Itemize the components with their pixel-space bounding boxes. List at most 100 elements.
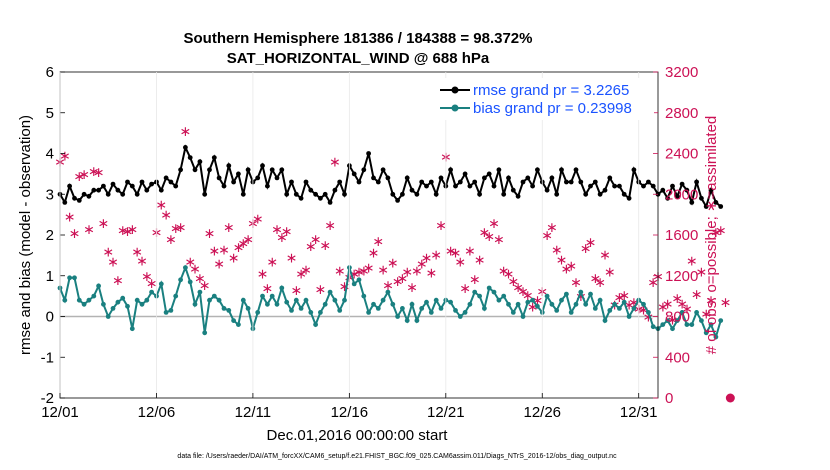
- bias-point: [457, 314, 463, 319]
- obs-point: ∗: [310, 232, 322, 248]
- obs-point: ∗: [348, 267, 360, 283]
- obs-point: ∗: [604, 265, 616, 281]
- obs-point: ∗: [218, 242, 230, 258]
- rmse-point: [428, 179, 434, 185]
- rmse-point: [115, 187, 121, 193]
- rmse-point: [617, 183, 622, 189]
- bias-point: [265, 301, 270, 307]
- bias-point: [342, 297, 347, 303]
- bias-point: [684, 322, 690, 327]
- rmse-point: [110, 181, 116, 187]
- obs-point: ∗: [647, 275, 659, 291]
- obs-point: ∗: [657, 299, 669, 315]
- rmse-point: [318, 195, 323, 201]
- obs-point: ∗: [184, 254, 196, 270]
- obs-point: ∗: [561, 262, 573, 278]
- bias-point: [438, 306, 444, 311]
- rmse-point: [322, 191, 328, 197]
- bias-point: [641, 301, 646, 307]
- obs-point: ∗: [377, 263, 389, 279]
- x-tick-label: 12/06: [138, 404, 176, 421]
- obs-point: ∗: [474, 252, 486, 268]
- y2-axis-label: # of obs: o=possible; ∗=assimilated: [703, 116, 720, 355]
- bias-point: [173, 293, 179, 299]
- obs-point: ∗: [421, 250, 433, 266]
- obs-point: ∗: [252, 212, 264, 228]
- rmse-point: [81, 191, 87, 197]
- obs-point: ∗: [305, 239, 317, 255]
- obs-point: ∗: [160, 208, 172, 224]
- bias-point: [274, 301, 280, 307]
- bias-point: [535, 303, 540, 309]
- obs-point: ∗: [122, 224, 134, 240]
- rmse-point: [501, 191, 507, 197]
- bias-point: [96, 283, 101, 289]
- rmse-point: [573, 167, 579, 173]
- obs-point: ∗: [416, 257, 428, 273]
- obs-point: ∗: [676, 296, 688, 312]
- rmse-point: [125, 179, 130, 185]
- bias-point: [520, 314, 526, 319]
- plot-area: [60, 72, 658, 398]
- obs-point: ∗: [107, 254, 119, 270]
- bias-point: [207, 297, 212, 303]
- rmse-point: [91, 187, 97, 193]
- bias-point: [631, 306, 637, 311]
- rmse-point: [448, 167, 453, 173]
- bias-point: [226, 308, 232, 313]
- rmse-point: [274, 175, 280, 181]
- bias-point: [467, 301, 473, 307]
- obs-point: ∗: [594, 275, 606, 291]
- bias-point: [62, 297, 68, 303]
- bias-point: [568, 310, 574, 315]
- obs-point: ∗: [628, 295, 640, 311]
- rmse-point: [419, 179, 425, 185]
- bias-point: [308, 310, 314, 315]
- obs-point: ∗: [614, 290, 626, 306]
- legend: rmse grand pr = 3.2265 bias grand pr = 0…: [436, 78, 654, 120]
- rmse-point: [337, 179, 343, 185]
- rmse-point: [192, 167, 198, 173]
- bias-point: [313, 322, 318, 327]
- bias-point: [650, 324, 656, 330]
- rmse-point: [245, 167, 251, 173]
- obs-point: ∗: [546, 220, 558, 236]
- y2-tick-label: 0: [665, 390, 673, 407]
- rmse-point: [351, 171, 357, 177]
- rmse-point: [390, 191, 396, 197]
- bias-point: [660, 322, 666, 327]
- obs-point: ∗: [556, 252, 568, 268]
- rmse-point: [216, 175, 222, 181]
- rmse-point: [641, 183, 646, 189]
- obs-point: ∗: [507, 274, 519, 290]
- obs-point: ∗: [696, 265, 708, 281]
- obs-point: ∗: [165, 232, 177, 248]
- bias-point: [501, 293, 507, 299]
- obs-point: ∗: [691, 287, 703, 303]
- rmse-point: [699, 195, 704, 201]
- obs-point: ∗: [459, 281, 471, 297]
- x-tick-label: 12/31: [620, 404, 658, 421]
- rmse-point: [467, 183, 473, 189]
- obs-point: ∗: [671, 291, 683, 307]
- bias-point: [496, 297, 502, 303]
- y2-tick-label: 2400: [665, 146, 698, 163]
- bias-point: [385, 289, 391, 295]
- obs-point: ∗: [228, 250, 240, 266]
- bias-point: [284, 299, 290, 305]
- bias-point: [491, 289, 497, 295]
- bias-point: [718, 318, 724, 323]
- obs-point: ∗: [372, 234, 384, 250]
- y-tick-label: -2: [41, 390, 54, 407]
- obs-point: ∗: [589, 271, 601, 287]
- bias-point: [351, 281, 357, 287]
- rmse-point: [626, 195, 632, 201]
- rmse-point: [211, 155, 217, 161]
- bias-point: [125, 303, 130, 309]
- bias-point: [86, 297, 92, 303]
- obs-point: ∗: [710, 225, 722, 241]
- bias-point: [689, 322, 695, 327]
- rmse-point: [457, 179, 463, 185]
- rmse-point: [684, 187, 690, 193]
